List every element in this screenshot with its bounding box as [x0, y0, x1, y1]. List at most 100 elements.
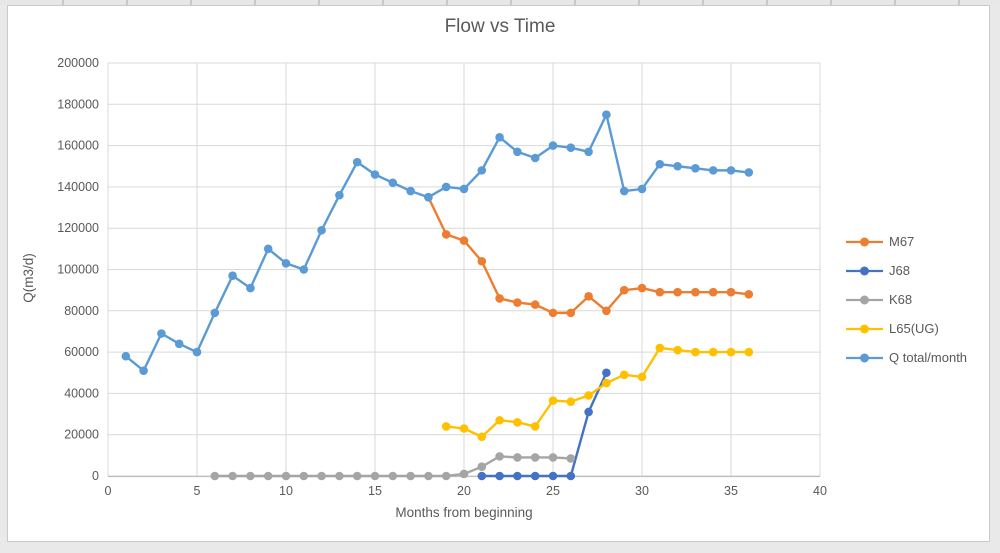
- data-point-j68[interactable]: [513, 471, 522, 481]
- data-point-q-total-month[interactable]: [655, 159, 665, 169]
- data-point-m67[interactable]: [477, 256, 487, 266]
- data-point-q-total-month[interactable]: [335, 190, 344, 200]
- data-point-j68[interactable]: [548, 471, 558, 481]
- data-point-m67[interactable]: [459, 236, 469, 245]
- data-point-l65-ug[interactable]: [708, 347, 718, 357]
- data-point-q-total-month[interactable]: [726, 166, 736, 175]
- data-point-k68[interactable]: [530, 453, 540, 462]
- data-point-q-total-month[interactable]: [299, 265, 309, 274]
- data-point-j68[interactable]: [495, 471, 504, 481]
- data-point-m67[interactable]: [513, 298, 522, 307]
- data-point-q-total-month[interactable]: [157, 329, 166, 338]
- data-point-m67[interactable]: [548, 308, 558, 318]
- data-point-q-total-month[interactable]: [192, 347, 202, 357]
- data-point-m67[interactable]: [441, 230, 451, 239]
- data-point-j68[interactable]: [602, 368, 611, 378]
- data-point-q-total-month[interactable]: [602, 110, 611, 119]
- data-point-m67[interactable]: [637, 283, 647, 293]
- data-point-k68[interactable]: [459, 469, 469, 479]
- data-point-q-total-month[interactable]: [584, 147, 593, 157]
- data-point-q-total-month[interactable]: [174, 339, 184, 349]
- data-point-q-total-month[interactable]: [477, 166, 487, 175]
- data-point-m67[interactable]: [744, 289, 754, 299]
- legend-item-j68[interactable]: J68: [846, 256, 967, 285]
- data-point-l65-ug[interactable]: [513, 418, 522, 427]
- data-point-j68[interactable]: [477, 471, 487, 481]
- data-point-q-total-month[interactable]: [246, 283, 255, 293]
- data-point-q-total-month[interactable]: [744, 168, 754, 177]
- data-point-k68[interactable]: [406, 471, 415, 481]
- data-point-l65-ug[interactable]: [495, 415, 504, 425]
- data-point-m67[interactable]: [673, 287, 682, 297]
- data-point-k68[interactable]: [210, 471, 220, 481]
- data-point-q-total-month[interactable]: [281, 259, 291, 268]
- data-point-l65-ug[interactable]: [655, 343, 665, 353]
- data-point-m67[interactable]: [584, 292, 593, 301]
- data-point-m67[interactable]: [566, 308, 576, 318]
- data-point-m67[interactable]: [619, 285, 629, 295]
- series-line-q-total-month[interactable]: [124, 113, 750, 372]
- data-point-k68[interactable]: [513, 453, 522, 462]
- data-point-q-total-month[interactable]: [352, 157, 362, 167]
- data-point-l65-ug[interactable]: [691, 347, 700, 357]
- data-point-k68[interactable]: [335, 471, 344, 481]
- data-point-k68[interactable]: [246, 471, 255, 481]
- data-point-l65-ug[interactable]: [548, 396, 558, 405]
- data-point-q-total-month[interactable]: [228, 271, 237, 280]
- data-point-l65-ug[interactable]: [673, 345, 682, 355]
- data-point-q-total-month[interactable]: [388, 178, 398, 188]
- data-point-m67[interactable]: [691, 287, 700, 297]
- data-point-k68[interactable]: [352, 471, 362, 481]
- data-point-l65-ug[interactable]: [619, 370, 629, 380]
- data-point-q-total-month[interactable]: [139, 366, 148, 375]
- data-point-q-total-month[interactable]: [441, 182, 451, 192]
- data-point-k68[interactable]: [281, 471, 291, 481]
- data-point-q-total-month[interactable]: [459, 184, 469, 194]
- data-point-k68[interactable]: [228, 471, 237, 481]
- data-point-m67[interactable]: [530, 300, 540, 309]
- data-point-q-total-month[interactable]: [317, 225, 326, 235]
- data-point-m67[interactable]: [655, 287, 665, 297]
- data-point-q-total-month[interactable]: [548, 141, 558, 150]
- data-point-k68[interactable]: [548, 453, 558, 462]
- data-point-m67[interactable]: [602, 306, 611, 316]
- data-point-k68[interactable]: [388, 471, 398, 481]
- data-point-q-total-month[interactable]: [121, 351, 131, 361]
- data-point-k68[interactable]: [566, 454, 576, 463]
- data-point-l65-ug[interactable]: [726, 347, 736, 357]
- data-point-m67[interactable]: [726, 287, 736, 297]
- legend-item-k68[interactable]: K68: [846, 285, 967, 314]
- data-point-q-total-month[interactable]: [708, 166, 718, 175]
- data-point-q-total-month[interactable]: [424, 192, 433, 202]
- data-point-k68[interactable]: [477, 462, 487, 472]
- data-point-q-total-month[interactable]: [619, 186, 629, 196]
- data-point-j68[interactable]: [566, 471, 576, 481]
- data-point-q-total-month[interactable]: [673, 161, 682, 171]
- data-point-q-total-month[interactable]: [210, 308, 220, 318]
- data-point-m67[interactable]: [495, 294, 504, 303]
- data-point-q-total-month[interactable]: [263, 244, 273, 254]
- data-point-k68[interactable]: [299, 471, 309, 481]
- data-point-l65-ug[interactable]: [566, 397, 576, 406]
- data-point-l65-ug[interactable]: [584, 391, 593, 400]
- data-point-q-total-month[interactable]: [637, 184, 647, 194]
- legend-item-q-total-month[interactable]: Q total/month: [846, 343, 967, 372]
- data-point-l65-ug[interactable]: [744, 347, 754, 357]
- data-point-l65-ug[interactable]: [477, 432, 487, 442]
- data-point-q-total-month[interactable]: [566, 143, 576, 152]
- data-point-j68[interactable]: [530, 471, 540, 481]
- data-point-q-total-month[interactable]: [513, 147, 522, 157]
- data-point-l65-ug[interactable]: [459, 424, 469, 433]
- data-point-q-total-month[interactable]: [370, 170, 380, 179]
- legend-item-m67[interactable]: M67: [846, 227, 967, 256]
- data-point-k68[interactable]: [370, 471, 380, 481]
- data-point-k68[interactable]: [263, 471, 273, 481]
- data-point-q-total-month[interactable]: [691, 164, 700, 173]
- legend-item-l65-ug[interactable]: L65(UG): [846, 314, 967, 343]
- data-point-q-total-month[interactable]: [530, 153, 540, 163]
- data-point-k68[interactable]: [424, 471, 433, 481]
- data-point-q-total-month[interactable]: [406, 186, 415, 196]
- data-point-k68[interactable]: [495, 452, 504, 461]
- data-point-m67[interactable]: [708, 287, 718, 297]
- data-point-l65-ug[interactable]: [441, 422, 451, 431]
